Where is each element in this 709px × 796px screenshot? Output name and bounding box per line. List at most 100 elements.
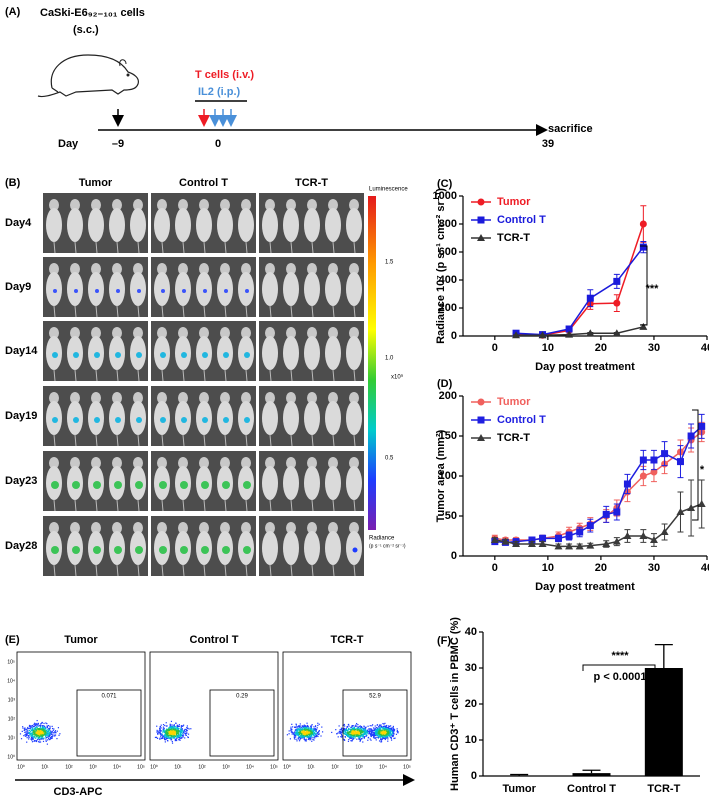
event xyxy=(348,741,349,742)
event xyxy=(338,736,339,737)
event xyxy=(47,727,48,728)
event xyxy=(365,727,366,728)
bioluminescence xyxy=(53,289,57,293)
event xyxy=(54,732,55,733)
event xyxy=(392,731,393,732)
event xyxy=(288,733,289,734)
event xyxy=(363,733,364,734)
event xyxy=(178,730,179,731)
event xyxy=(32,733,33,734)
event xyxy=(355,737,356,738)
event xyxy=(49,735,50,736)
event xyxy=(376,737,377,738)
event xyxy=(353,736,354,737)
event xyxy=(312,729,313,730)
event xyxy=(394,738,395,739)
event xyxy=(164,736,165,737)
event xyxy=(360,740,361,741)
event xyxy=(391,740,392,741)
event xyxy=(308,730,309,731)
event xyxy=(385,733,386,734)
event xyxy=(50,737,51,738)
event xyxy=(343,728,344,729)
point xyxy=(640,457,647,464)
event xyxy=(321,726,322,727)
event xyxy=(363,729,364,730)
event xyxy=(32,741,33,742)
bioluminescence xyxy=(136,352,142,358)
event xyxy=(377,724,378,725)
event xyxy=(360,732,361,733)
bioluminescence xyxy=(72,546,80,554)
event xyxy=(46,737,47,738)
event xyxy=(182,729,183,730)
event xyxy=(389,730,390,731)
event xyxy=(30,725,31,726)
mouse-body xyxy=(154,272,170,306)
mouse-body xyxy=(262,336,278,370)
mouse-body xyxy=(283,336,299,370)
event xyxy=(167,740,168,741)
event xyxy=(335,729,336,730)
event xyxy=(49,739,50,740)
event xyxy=(295,737,296,738)
event xyxy=(305,726,306,727)
event xyxy=(294,731,295,732)
event xyxy=(34,731,35,732)
event xyxy=(378,726,379,727)
event xyxy=(310,726,311,727)
legend-marker xyxy=(478,199,485,206)
event xyxy=(185,733,186,734)
event xyxy=(298,738,299,739)
event xyxy=(42,734,43,735)
event xyxy=(297,733,298,734)
x-tick-label: 30 xyxy=(648,342,660,354)
event xyxy=(306,730,307,731)
event xyxy=(41,738,42,739)
event xyxy=(27,730,28,731)
event xyxy=(54,735,55,736)
event xyxy=(162,734,163,735)
annotation: **** xyxy=(611,650,629,662)
event xyxy=(37,735,38,736)
event xyxy=(45,729,46,730)
event xyxy=(171,724,172,725)
event xyxy=(392,735,393,736)
event xyxy=(171,721,172,722)
event xyxy=(171,730,172,731)
bioluminescence xyxy=(115,352,121,358)
event xyxy=(181,725,182,726)
x-tick-label: 10³ xyxy=(222,764,230,770)
event xyxy=(385,739,386,740)
point xyxy=(688,433,695,440)
y-tick-label: 200 xyxy=(439,390,457,402)
event xyxy=(373,737,374,738)
event xyxy=(287,734,288,735)
event xyxy=(352,734,353,735)
event xyxy=(36,724,37,725)
point xyxy=(640,244,647,251)
bioluminescence xyxy=(182,289,186,293)
event xyxy=(367,740,368,741)
colorbar-title: Luminescence xyxy=(369,187,408,193)
x-tick-label: 30 xyxy=(648,562,660,574)
event xyxy=(317,725,318,726)
event xyxy=(291,729,292,730)
legend-label: Tumor xyxy=(497,196,531,208)
event xyxy=(310,728,311,729)
event xyxy=(166,738,167,739)
event xyxy=(36,732,37,733)
event xyxy=(393,738,394,739)
event xyxy=(393,729,394,730)
event xyxy=(292,726,293,727)
event xyxy=(161,725,162,726)
event xyxy=(316,735,317,736)
x-tick-label: 10⁵ xyxy=(403,764,411,770)
event xyxy=(312,737,313,738)
event xyxy=(294,735,295,736)
event xyxy=(387,727,388,728)
event xyxy=(184,730,185,731)
event xyxy=(161,735,162,736)
event xyxy=(380,729,381,730)
event xyxy=(189,728,190,729)
